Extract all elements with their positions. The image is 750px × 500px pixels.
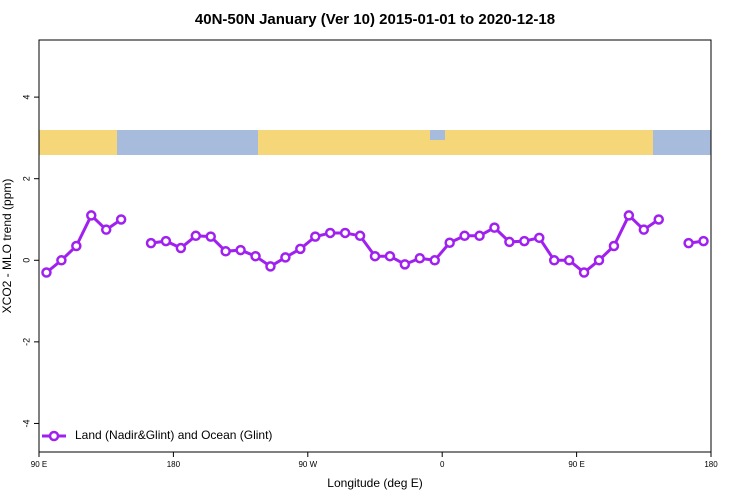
y-tick-label: -2: [21, 338, 31, 346]
data-point: [41, 267, 52, 278]
data-point: [354, 230, 366, 242]
x-axis-label: Longitude (deg E): [327, 476, 422, 490]
data-point: [71, 240, 82, 252]
data-point: [160, 235, 172, 247]
data-point: [115, 214, 127, 225]
data-point: [504, 236, 515, 248]
data-point: [474, 230, 485, 242]
data-point: [563, 255, 575, 266]
data-point: [593, 255, 605, 266]
y-tick-label: -4: [21, 419, 31, 427]
data-point: [638, 224, 650, 235]
data-point: [608, 240, 620, 252]
data-point: [459, 230, 470, 242]
y-tick-label: 2: [21, 176, 31, 181]
plot-frame: [38, 39, 712, 453]
data-point: [698, 235, 709, 247]
data-point: [220, 246, 231, 257]
map-strip: [39, 130, 711, 155]
legend-marker: [48, 430, 60, 442]
data-point: [548, 255, 560, 266]
data-point: [324, 227, 336, 239]
data-point: [384, 250, 396, 262]
data-point: [519, 235, 530, 247]
data-point: [205, 231, 216, 242]
data-point: [489, 222, 500, 233]
x-tick-label: 90 E: [31, 460, 47, 469]
x-tick-label: 90 E: [568, 460, 584, 469]
data-point: [623, 210, 635, 221]
series-line: [45, 212, 704, 275]
data-point: [235, 244, 246, 256]
chart-title: 40N-50N January (Ver 10) 2015-01-01 to 2…: [195, 11, 555, 28]
data-point: [683, 237, 694, 249]
x-tick-label: 0: [440, 460, 445, 469]
y-tick-label: 0: [21, 258, 31, 263]
data-point: [310, 231, 321, 242]
data-point: [280, 252, 291, 263]
legend-label: Land (Nadir&Glint) and Ocean (Glint): [75, 428, 272, 442]
x-tick-label: 180: [704, 460, 718, 469]
data-point: [100, 224, 112, 235]
x-tick-label: 90 W: [298, 460, 317, 469]
data-point: [339, 227, 351, 239]
data-point: [190, 230, 202, 242]
data-point: [414, 252, 426, 264]
data-point: [175, 242, 187, 254]
y-axis-label: XCO2 - MLO trend (ppm): [0, 179, 14, 314]
data-point: [399, 259, 411, 270]
data-point: [429, 255, 440, 266]
y-tick-label: 4: [21, 95, 31, 100]
x-tick-label: 180: [167, 460, 181, 469]
data-point: [145, 237, 157, 249]
data-point: [250, 250, 261, 262]
data-point: [56, 255, 67, 266]
data-point: [534, 232, 545, 244]
data-point: [369, 250, 381, 262]
data-point: [444, 237, 455, 248]
data-point: [265, 261, 276, 272]
data-point: [295, 243, 306, 255]
data-point: [578, 267, 590, 278]
data-point: [86, 210, 97, 221]
data-point: [653, 214, 664, 225]
